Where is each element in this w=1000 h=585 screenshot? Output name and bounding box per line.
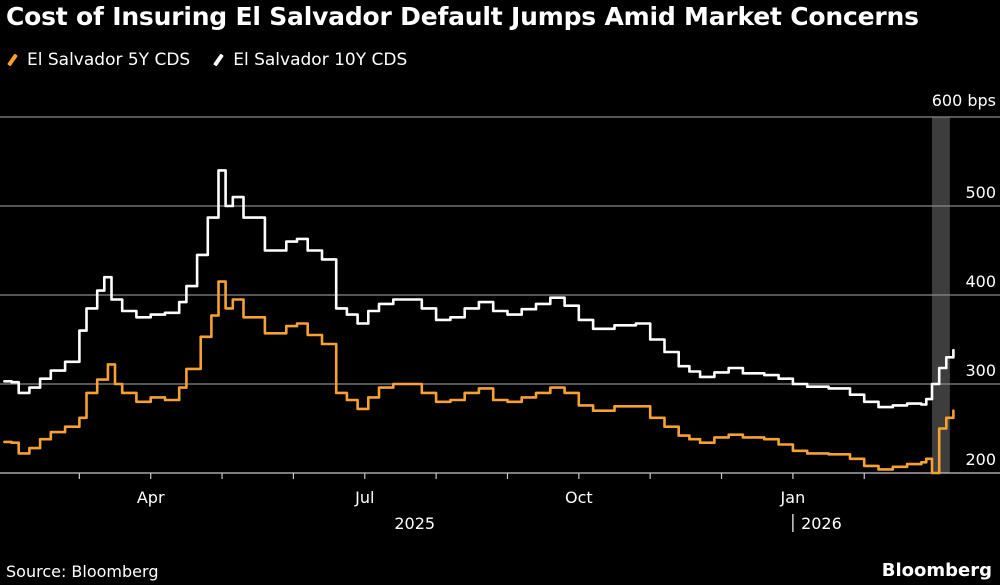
series-line-5y-cds: [3, 280, 955, 475]
y-tick-label-200: 200: [965, 450, 996, 469]
year-label-2025: 2025: [394, 514, 435, 533]
legend-item-10y: El Salvador 10Y CDS: [212, 50, 407, 70]
series-lines: [3, 169, 955, 475]
legend-label-10y: El Salvador 10Y CDS: [233, 50, 408, 70]
legend-item-5y: El Salvador 5Y CDS: [6, 50, 190, 70]
x-axis: [78, 473, 865, 532]
x-tick-label-apr: Apr: [137, 488, 165, 507]
x-tick-label-jan: Jan: [780, 488, 806, 507]
y-tick-label-600: 600 bps: [932, 91, 996, 110]
legend-label-5y: El Salvador 5Y CDS: [27, 50, 191, 70]
legend: El Salvador 5Y CDS El Salvador 10Y CDS: [6, 50, 407, 70]
x-tick-label-jul: Jul: [354, 488, 374, 507]
y-tick-label-300: 300: [965, 361, 996, 380]
y-tick-label-400: 400: [965, 272, 996, 291]
bloomberg-logo: Bloomberg: [881, 560, 992, 581]
axis-labels: 200 300 400 500 600 bps Apr Jul Oct Jan 2025 2026: [137, 91, 996, 533]
year-label-2026: 2026: [801, 514, 842, 533]
x-tick-label-oct: Oct: [565, 488, 593, 507]
source-note: Source: Bloomberg: [6, 562, 159, 581]
y-tick-label-500: 500: [965, 183, 996, 202]
gridlines: [0, 116, 1000, 474]
chart-title: Cost of Insuring El Salvador Default Jum…: [6, 2, 919, 31]
series-line-10y-cds: [3, 169, 955, 409]
